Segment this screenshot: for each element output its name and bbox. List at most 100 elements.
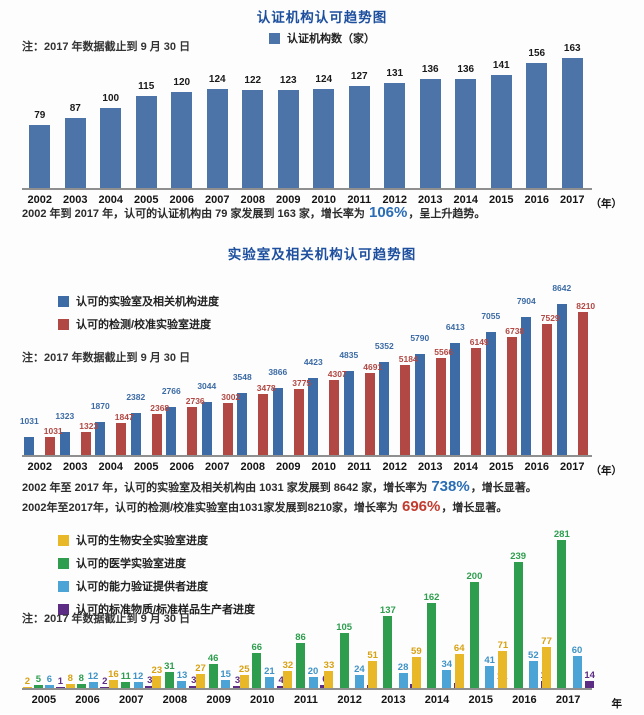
- bar-accredited-labs-2013: [414, 354, 425, 455]
- bar-value-label-certification-bodies: 100: [102, 93, 120, 104]
- year-group-2016: 7904 7529 2016: [517, 283, 560, 473]
- x-tick-label-2004: 2004: [98, 461, 123, 473]
- bar-value-label-pt-providers: 41: [484, 654, 495, 666]
- bar-medical-labs-2015: [469, 582, 479, 688]
- legend-item-medical-labs: 认可的医学实验室进度: [58, 555, 255, 571]
- bar-medical-labs-2005: [33, 685, 43, 688]
- bar-testing-calibration-labs-2012: [400, 365, 411, 455]
- x-tick-label-2006: 2006: [75, 694, 100, 706]
- bar-value-label-accredited-labs: 3044: [197, 380, 217, 391]
- x-tick-label-2011: 2011: [294, 694, 318, 706]
- year-group-2009: 3866 3775 2009: [268, 283, 311, 473]
- bar-value-label-certification-bodies: 87: [69, 103, 81, 114]
- year-group-2011: 127 2011: [342, 42, 378, 207]
- bar-value-label-testing-calibration-labs: 3775: [292, 377, 312, 388]
- year-group-2016: 7123952132016: [498, 528, 552, 706]
- bar-medical-labs-2007: [121, 682, 131, 688]
- x-tick-label-2012: 2012: [382, 194, 407, 206]
- x-tick-label-2015: 2015: [489, 461, 514, 473]
- year-group-2015: 6420041122015: [454, 528, 508, 706]
- bar-value-label-biosafety-labs: 2: [24, 675, 30, 687]
- year-group-2004: 1870 1847 2004: [91, 283, 134, 473]
- bar-accredited-labs-2012: [379, 362, 390, 455]
- year-group-2017: 163 2017: [555, 42, 591, 207]
- bar-value-label-pt-providers: 28: [397, 661, 409, 673]
- legend-item-testing-calibration-labs: 认可的检测/校准实验室进度: [58, 316, 219, 332]
- bar-certification-bodies-2013: [419, 79, 441, 188]
- x-tick-label-2005: 2005: [31, 694, 57, 706]
- bar-value-label-pt-providers: 15: [220, 668, 231, 680]
- x-tick-label-2006: 2006: [169, 194, 194, 206]
- x-tick-label-2003: 2003: [63, 194, 88, 206]
- bar-pt-providers-2017: [572, 656, 582, 688]
- bar-certification-bodies-2010: [313, 89, 335, 188]
- x-tick-label-2011: 2011: [347, 194, 372, 206]
- bar-pt-providers-2009: [221, 680, 231, 688]
- bar-value-label-testing-calibration-labs: 1031: [43, 425, 63, 436]
- bar-testing-calibration-labs-2016: [542, 324, 553, 455]
- bar-rm-producers-2017: [585, 681, 595, 688]
- bar-value-label-testing-calibration-labs: 4691: [363, 361, 383, 372]
- bar-value-label-rm-producers: 3: [147, 674, 153, 686]
- bar-medical-labs-2012: [339, 633, 349, 688]
- chart1-title: 认证机构认可趋势图: [256, 10, 388, 25]
- bar-pt-providers-2015: [485, 666, 495, 688]
- bar-value-label-accredited-labs: 6413: [445, 321, 465, 332]
- bar-accredited-labs-2014: [450, 343, 461, 455]
- bar-biosafety-labs-2011: [283, 671, 293, 688]
- bar-biosafety-labs-2008: [152, 676, 162, 688]
- bar-certification-bodies-2017: [561, 58, 583, 188]
- bar-value-label-certification-bodies: 141: [492, 60, 510, 71]
- year-group-2005: 2382 2368 2005: [126, 283, 169, 473]
- bar-testing-calibration-labs-2017: [577, 312, 588, 455]
- legend-item-biosafety-labs: 认可的生物安全实验室进度: [58, 532, 255, 548]
- bar-value-label-accredited-labs: 3866: [268, 366, 288, 377]
- bar-certification-bodies-2011: [348, 86, 370, 188]
- bar-medical-labs-2014: [427, 603, 437, 688]
- growth-rate-highlight: 696%: [402, 498, 441, 515]
- bar-value-label-rm-producers: 4: [278, 674, 284, 686]
- bar-testing-calibration-labs-2009: [293, 389, 304, 455]
- chart2-data-note: 注：2017 年数据截止到 9 月 30 日: [22, 352, 191, 364]
- bar-pt-providers-2012: [354, 675, 364, 688]
- chart3-bar-plot: 2 5 6 1 2005 8 8 12 2 2006 16 11 12 3 2007 23 31 13 3 2008 2…: [22, 528, 622, 710]
- chart2-legend: 认可的实验室及相关机构进度 认可的检测/校准实验室进度: [58, 293, 219, 332]
- bar-biosafety-labs-2016: [498, 651, 508, 688]
- annotation-text: ，呈上升趋势。: [408, 208, 486, 220]
- bar-rm-producers-2006: [100, 687, 110, 688]
- bar-value-label-testing-calibration-labs: 1847: [114, 411, 134, 422]
- bar-certification-bodies-2015: [490, 75, 512, 188]
- legend-item-pt-providers: 认可的能力验证提供者进度: [58, 578, 255, 594]
- x-tick-label-2007: 2007: [118, 694, 144, 706]
- bar-medical-labs-2006: [76, 684, 86, 688]
- bar-certification-bodies-2004: [100, 108, 122, 188]
- bar-accredited-labs-2008: [237, 393, 248, 455]
- year-group-2009: 27 46 15 3 2009: [195, 528, 242, 706]
- bar-accredited-labs-2004: [95, 422, 106, 455]
- year-group-2008: 122 2008: [235, 42, 271, 207]
- year-group-2010: 124 2010: [306, 42, 342, 207]
- bar-accredited-labs-2015: [485, 332, 496, 455]
- bar-accredited-labs-2003: [59, 432, 70, 455]
- x-tick-label-2009: 2009: [276, 194, 301, 206]
- chart3-data-note: 注：2017 年数据截止到 9 月 30 日: [22, 613, 191, 625]
- x-tick-label-2002: 2002: [27, 194, 52, 206]
- legend-swatch-icon: [58, 603, 69, 615]
- bar-value-label-pt-providers: 34: [441, 658, 453, 670]
- bar-biosafety-labs-2013: [368, 661, 378, 688]
- year-group-2011: 32862062011: [283, 528, 330, 706]
- labs-chart-section: 实验室及相关机构认可趋势图 认可的实验室及相关机构进度 认可的检测/校准实验室进度…: [0, 243, 644, 527]
- x-tick-label-2005: 2005: [134, 461, 159, 473]
- chart1-bar-groups: 79 2002 87 2003 100 2004 115 2005 120 2006 124 2007…: [22, 42, 591, 207]
- bar-certification-bodies-2006: [171, 92, 193, 188]
- bar-value-label-pt-providers: 12: [132, 670, 144, 682]
- bar-value-label-medical-labs: 66: [251, 641, 263, 653]
- bar-medical-labs-2013: [383, 616, 393, 688]
- legend-item-certification-bodies: 认证机构数（家）: [269, 30, 375, 46]
- x-tick-label-2014: 2014: [453, 194, 478, 206]
- bar-value-label-testing-calibration-labs: 3002: [221, 391, 241, 402]
- bar-value-label-rm-producers: 2: [102, 675, 108, 687]
- bar-testing-calibration-labs-2011: [364, 373, 375, 455]
- bar-pt-providers-2011: [308, 677, 318, 688]
- x-tick-label-2008: 2008: [162, 694, 188, 706]
